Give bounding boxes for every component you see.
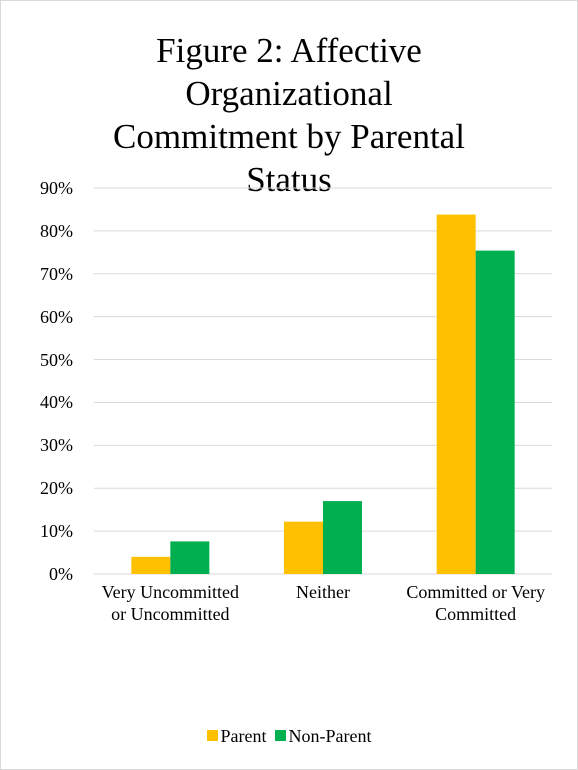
bar [170, 541, 210, 574]
y-tick-label: 80% [40, 220, 73, 241]
bar [475, 250, 515, 574]
y-tick-label: 50% [40, 349, 73, 370]
y-tick-label: 90% [40, 178, 73, 198]
y-tick-label: 30% [40, 435, 73, 456]
bar [323, 501, 362, 574]
y-tick-label: 0% [49, 564, 73, 584]
y-tick-label: 10% [40, 521, 73, 542]
y-tick-label: 70% [40, 263, 73, 284]
bar [131, 556, 171, 574]
legend-label: Non-Parent [288, 725, 372, 746]
legend-item: Non-Parent [274, 725, 372, 747]
legend-swatch [206, 730, 218, 741]
legend: Parent Non-Parent [1, 724, 577, 747]
chart-title: Figure 2: Affective Organizational Commi… [113, 31, 465, 199]
legend-label: Parent [220, 725, 267, 746]
legend-swatch [274, 730, 286, 741]
bar [436, 214, 476, 574]
y-tick-label: 60% [40, 306, 73, 327]
bar [284, 521, 323, 574]
legend-item: Parent [206, 725, 267, 747]
x-tick-label: Very Uncommitted or Uncommitted [101, 582, 240, 624]
y-tick-label: 40% [40, 392, 73, 413]
y-tick-label: 20% [40, 478, 73, 499]
x-tick-label: Committed or Very Committed [406, 582, 545, 624]
x-tick-label: Neither [296, 582, 350, 602]
